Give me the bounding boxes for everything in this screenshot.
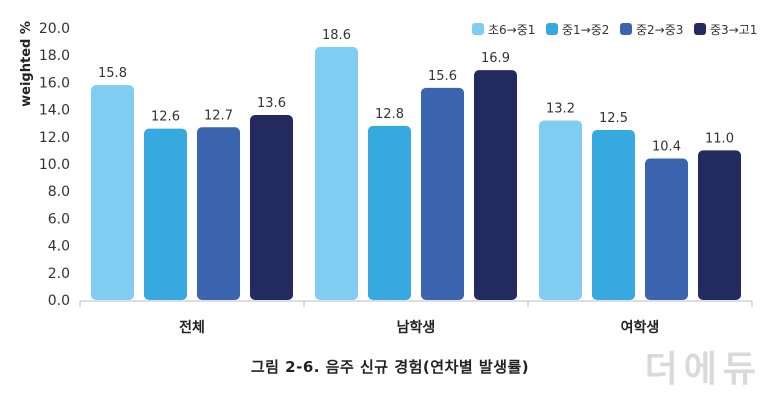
data-label: 16.9	[481, 51, 510, 66]
legend-swatch	[620, 23, 632, 35]
bar	[197, 127, 240, 300]
bar	[539, 120, 582, 300]
y-tick-label: 12.0	[39, 130, 70, 146]
data-label: 12.5	[599, 111, 628, 126]
bar	[645, 158, 688, 300]
data-label: 11.0	[705, 131, 734, 146]
y-tick-label: 0.0	[48, 293, 70, 309]
bar	[250, 115, 293, 300]
watermark-logo: 더에듀	[644, 349, 762, 390]
bar	[474, 70, 517, 300]
figure-caption: 그림 2-6. 음주 신규 경험(연차별 발생률)	[250, 358, 530, 376]
bar	[421, 87, 464, 300]
y-tick-label: 14.0	[39, 103, 70, 119]
y-tick-label: 2.0	[48, 266, 70, 282]
legend-swatch	[546, 23, 558, 35]
data-label: 18.6	[322, 28, 351, 43]
legend-entry: 중3→고1	[710, 23, 757, 37]
bar	[592, 130, 635, 300]
y-tick-label: 18.0	[39, 48, 70, 64]
y-tick-label: 4.0	[48, 239, 70, 255]
data-label: 15.8	[98, 66, 127, 81]
bar	[315, 47, 358, 300]
y-tick-label: 6.0	[48, 211, 70, 227]
legend-entry: 중1→중2	[562, 23, 609, 37]
data-label: 15.6	[428, 69, 457, 84]
legend-entry: 중2→중3	[636, 23, 683, 37]
data-label: 12.7	[204, 108, 233, 123]
x-category-label: 남학생	[397, 319, 436, 336]
y-tick-label: 8.0	[48, 184, 70, 200]
data-label: 12.8	[375, 107, 404, 122]
data-label: 13.2	[546, 101, 575, 116]
y-tick-label: 10.0	[39, 157, 70, 173]
y-tick-label: 20.0	[39, 21, 70, 37]
y-axis-label: weighted %	[19, 21, 34, 107]
data-label: 13.6	[257, 96, 286, 111]
bar	[144, 128, 187, 300]
data-label: 12.6	[151, 110, 180, 125]
bar-chart: 0.0 2.0 4.0 6.0 8.0 10.0 12.0 14.0 16.0 18.0 20.0 w…	[19, 21, 757, 336]
legend-entry: 초6→중1	[488, 23, 535, 37]
legend-swatch	[694, 23, 706, 35]
bar	[91, 85, 134, 301]
legend-swatch	[472, 23, 484, 35]
bar	[698, 150, 741, 300]
bar	[368, 125, 411, 300]
data-label: 10.4	[652, 140, 681, 155]
x-category-label: 여학생	[621, 319, 660, 336]
x-category-label: 전체	[179, 319, 205, 336]
y-tick-label: 16.0	[39, 75, 70, 91]
